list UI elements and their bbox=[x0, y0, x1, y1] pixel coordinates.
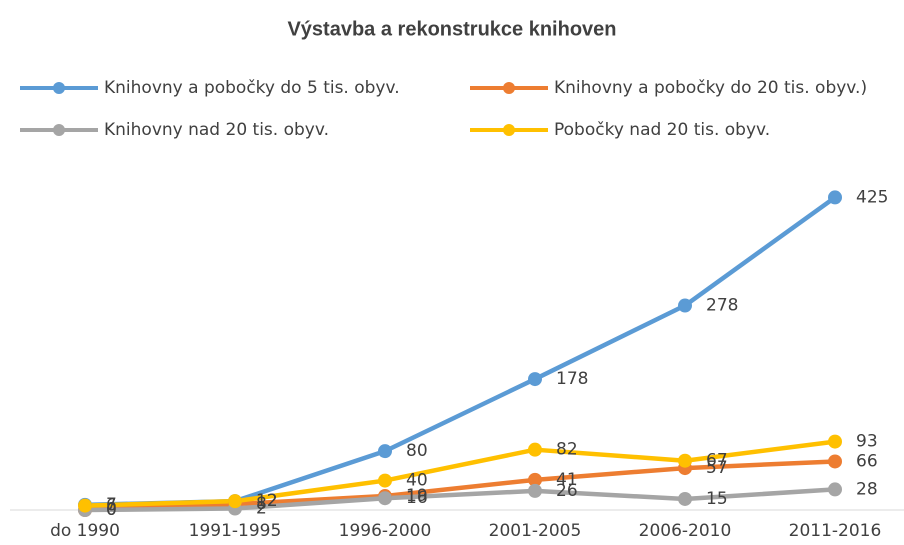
legend-label: Knihovny a pobočky do 5 tis. obyv. bbox=[104, 78, 400, 98]
data-label: 82 bbox=[556, 440, 578, 460]
data-point bbox=[828, 482, 842, 497]
data-label: 2 bbox=[256, 499, 267, 519]
data-label: 57 bbox=[706, 458, 728, 478]
x-tick-label: 2006-2010 bbox=[639, 521, 732, 541]
data-point bbox=[678, 298, 692, 313]
data-label: 16 bbox=[406, 488, 428, 508]
series-line bbox=[84, 439, 836, 508]
legend-label: Knihovny a pobočky do 20 tis. obyv.) bbox=[554, 78, 867, 98]
data-label: 178 bbox=[556, 369, 588, 389]
data-point bbox=[78, 498, 92, 513]
x-tick-label: 1991-1995 bbox=[189, 521, 282, 541]
data-label: 80 bbox=[406, 441, 428, 461]
data-label: 26 bbox=[556, 481, 578, 501]
data-point bbox=[378, 444, 392, 459]
data-point bbox=[228, 494, 242, 509]
data-label: 66 bbox=[856, 451, 878, 471]
data-point bbox=[378, 491, 392, 506]
data-point bbox=[678, 491, 692, 506]
data-point bbox=[828, 454, 842, 469]
data-label: 278 bbox=[706, 296, 738, 316]
legend-label: Pobočky nad 20 tis. obyv. bbox=[554, 120, 770, 140]
data-label: 12 bbox=[256, 491, 278, 511]
data-point bbox=[528, 442, 542, 457]
legend-marker bbox=[53, 124, 65, 136]
data-label: 93 bbox=[856, 432, 878, 452]
data-label: 12 bbox=[256, 491, 278, 511]
series-line bbox=[84, 487, 836, 513]
x-tick-label: 2001-2005 bbox=[489, 521, 582, 541]
data-label: 19 bbox=[406, 486, 428, 506]
data-label: 8 bbox=[256, 494, 267, 514]
data-point bbox=[528, 472, 542, 487]
legend-marker bbox=[503, 82, 515, 94]
legend-marker bbox=[503, 124, 515, 136]
data-point bbox=[528, 372, 542, 387]
chart-title: Výstavba a rekonstrukce knihoven bbox=[287, 18, 616, 40]
legend-marker bbox=[53, 82, 65, 94]
series-line bbox=[84, 459, 836, 513]
data-label: 28 bbox=[856, 479, 878, 499]
data-label: 0 bbox=[106, 500, 117, 520]
data-point bbox=[528, 483, 542, 498]
data-point bbox=[678, 453, 692, 468]
data-label: 0 bbox=[106, 500, 117, 520]
data-label: 41 bbox=[556, 470, 578, 490]
data-label: 6 bbox=[106, 496, 117, 516]
data-label: 15 bbox=[706, 489, 728, 509]
x-tick-label: 2011-2016 bbox=[789, 521, 882, 541]
data-label: 425 bbox=[856, 187, 888, 207]
data-label: 7 bbox=[106, 495, 117, 515]
data-label: 40 bbox=[406, 471, 428, 491]
x-tick-label: 1996-2000 bbox=[339, 521, 432, 541]
legend-label: Knihovny nad 20 tis. obyv. bbox=[104, 120, 329, 140]
data-point bbox=[378, 473, 392, 488]
data-label: 67 bbox=[706, 451, 728, 471]
data-point bbox=[828, 434, 842, 449]
x-tick-label: do 1990 bbox=[50, 521, 120, 541]
data-point bbox=[828, 190, 842, 205]
